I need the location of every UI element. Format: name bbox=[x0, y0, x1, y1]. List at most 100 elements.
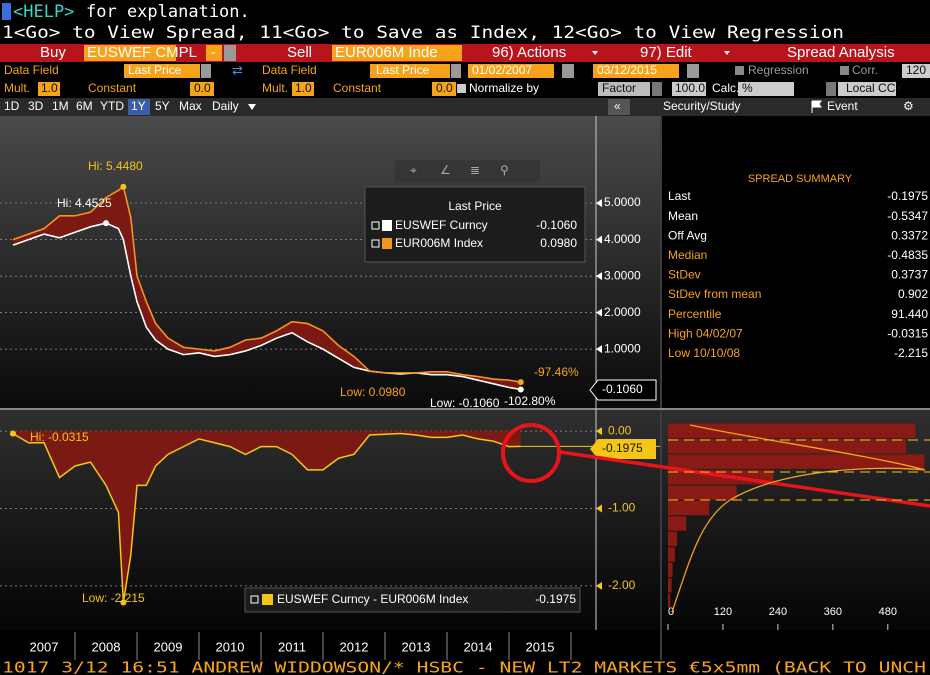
summary-title: SPREAD SUMMARY bbox=[748, 173, 853, 185]
period-active[interactable] bbox=[128, 99, 150, 115]
dropdown[interactable] bbox=[826, 82, 836, 96]
year-label: 2013 bbox=[402, 639, 431, 654]
y-tick-label: 5.0000 bbox=[604, 195, 641, 209]
y-tick-label: 1.0000 bbox=[604, 341, 641, 355]
spread-tag-value: -0.1975 bbox=[602, 441, 643, 455]
hi-marker bbox=[120, 183, 127, 190]
buy-label: Buy bbox=[40, 44, 66, 61]
param-box[interactable] bbox=[672, 82, 706, 96]
legend-value: -0.1060 bbox=[536, 218, 577, 232]
y-tick-label: -2.00 bbox=[608, 578, 636, 592]
period-button[interactable]: 1Y bbox=[131, 99, 146, 113]
summary-label: Low 10/10/08 bbox=[668, 346, 740, 360]
frequency-menu[interactable]: Daily bbox=[212, 99, 239, 113]
price-tag bbox=[589, 379, 657, 401]
param-box[interactable] bbox=[292, 82, 314, 96]
hi-marker bbox=[10, 430, 17, 437]
checkbox[interactable] bbox=[735, 66, 744, 75]
field-box[interactable] bbox=[124, 64, 200, 78]
x-tick-label: 240 bbox=[769, 606, 787, 618]
param-box[interactable] bbox=[432, 82, 456, 96]
y-tick-label: -1.00 bbox=[608, 501, 636, 515]
event-button[interactable]: Event bbox=[827, 99, 858, 113]
histogram-bar bbox=[668, 562, 673, 578]
tick-arrow bbox=[596, 308, 602, 317]
year-label: 2008 bbox=[92, 639, 121, 654]
command-line: 1<Go> to View Spread, 11<Go> to Save as … bbox=[2, 23, 844, 43]
tool-icon[interactable]: ∠ bbox=[440, 163, 451, 177]
year-label: 2009 bbox=[154, 639, 183, 654]
y-tick-label: 4.0000 bbox=[604, 232, 641, 246]
settings-icon[interactable]: ⚙ bbox=[903, 99, 914, 113]
period-button[interactable]: 5Y bbox=[155, 99, 170, 113]
param-label: Mult. bbox=[262, 81, 288, 95]
actions-menu[interactable]: 96) Actions bbox=[492, 44, 566, 61]
param-value: Local CCY bbox=[846, 81, 903, 95]
x-tick-label: 360 bbox=[824, 606, 842, 618]
period-button[interactable]: YTD bbox=[100, 99, 124, 113]
field-box[interactable] bbox=[370, 64, 450, 78]
summary-value: 91.440 bbox=[891, 307, 928, 321]
param-box[interactable] bbox=[838, 82, 896, 96]
param-label: Calc. bbox=[712, 81, 739, 95]
collapse-button[interactable] bbox=[608, 99, 630, 115]
hi-label: Hi: 4.4525 bbox=[57, 196, 112, 210]
study-button[interactable]: Security/Study bbox=[663, 99, 740, 113]
legend-toggle[interactable] bbox=[250, 595, 259, 604]
legend-swatch bbox=[382, 238, 392, 249]
fit-curve bbox=[671, 424, 926, 613]
period-button[interactable]: 3D bbox=[28, 99, 44, 113]
period-button[interactable]: 1M bbox=[52, 99, 69, 113]
chart-tools[interactable] bbox=[395, 160, 540, 182]
calendar[interactable] bbox=[562, 64, 574, 78]
sell-label: Sell bbox=[287, 44, 312, 61]
period-button[interactable]: 6M bbox=[76, 99, 93, 113]
param-label: Constant bbox=[333, 81, 382, 95]
edit-menu[interactable]: 97) Edit bbox=[640, 44, 693, 61]
tool-icon[interactable]: ⌖ bbox=[410, 163, 417, 177]
tool-icon[interactable]: ≣ bbox=[470, 163, 480, 177]
checkbox[interactable] bbox=[457, 84, 466, 93]
histogram-bar bbox=[668, 547, 675, 562]
y-tick-label: 3.0000 bbox=[604, 268, 641, 282]
operator-field[interactable] bbox=[206, 45, 222, 61]
y-tick-label: 0.00 bbox=[608, 423, 632, 437]
legend-toggle[interactable] bbox=[371, 221, 380, 230]
calendar[interactable] bbox=[687, 64, 699, 78]
dropdown[interactable] bbox=[201, 64, 211, 78]
tool-icon[interactable]: ⚲ bbox=[500, 163, 509, 177]
help-text: for explanation. bbox=[86, 2, 250, 22]
checkbox[interactable] bbox=[840, 66, 849, 75]
param-value: 1.0 bbox=[295, 81, 312, 95]
param-box[interactable] bbox=[738, 82, 794, 96]
summary-value: -0.0315 bbox=[887, 326, 928, 340]
param-box[interactable] bbox=[190, 82, 214, 96]
date-box[interactable] bbox=[593, 64, 679, 78]
buy-field[interactable] bbox=[84, 45, 176, 61]
summary-value: -0.4835 bbox=[887, 248, 928, 262]
dropdown[interactable] bbox=[224, 45, 236, 61]
low-marker bbox=[120, 599, 127, 606]
price-line bbox=[12, 185, 521, 383]
period-button[interactable]: Max bbox=[179, 99, 202, 113]
dropdown[interactable] bbox=[451, 64, 461, 78]
param-box[interactable] bbox=[38, 82, 60, 96]
start-date: 01/02/2007 bbox=[472, 63, 532, 77]
dropdown[interactable] bbox=[652, 82, 662, 96]
legend-toggle[interactable] bbox=[371, 239, 380, 248]
histogram-bar bbox=[668, 438, 907, 454]
summary-value: -0.1975 bbox=[887, 189, 928, 203]
param-box[interactable] bbox=[598, 82, 650, 96]
period-button[interactable]: 1D bbox=[4, 99, 20, 113]
operator: - bbox=[211, 44, 216, 60]
histogram-bar bbox=[668, 454, 925, 469]
summary-value: -2.215 bbox=[894, 346, 928, 360]
low-label: Low: -0.1060 bbox=[430, 396, 500, 410]
tick-arrow bbox=[596, 504, 602, 513]
tick-arrow bbox=[596, 427, 602, 436]
sell-field[interactable] bbox=[332, 45, 462, 61]
corr-box[interactable] bbox=[902, 64, 930, 78]
year-label: 2011 bbox=[278, 639, 306, 654]
legend-title: Last Price bbox=[448, 199, 502, 213]
date-box[interactable] bbox=[468, 64, 554, 78]
